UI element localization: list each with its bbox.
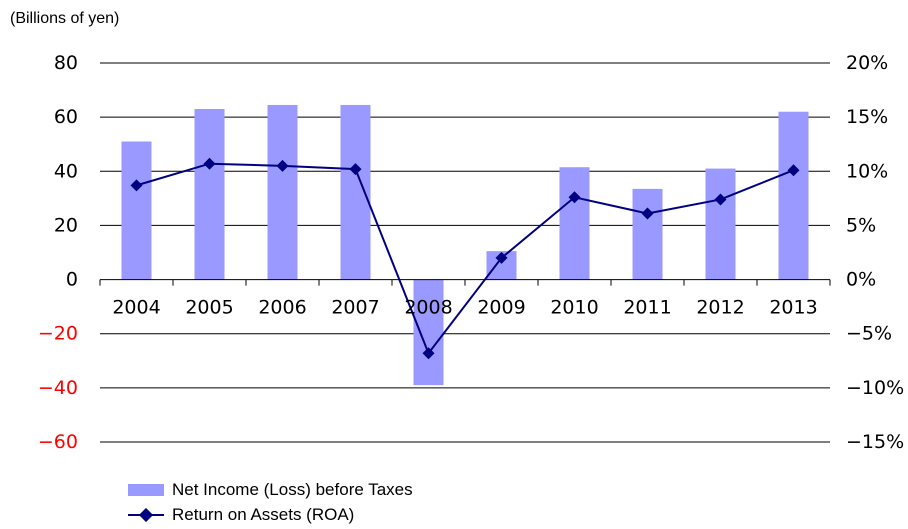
- y-axis-unit-label: (Billions of yen): [10, 10, 120, 27]
- roa-point-2008: [422, 347, 435, 360]
- bar-2008: [413, 279, 444, 386]
- roa-point-2005: [203, 157, 216, 170]
- legend-item-net-income: Net Income (Loss) before Taxes: [128, 480, 413, 500]
- y-right-tick-label: −10%: [846, 377, 904, 399]
- bar-2006: [267, 104, 298, 280]
- x-tick-label: 2012: [696, 297, 744, 319]
- roa-point-2009: [495, 251, 508, 264]
- legend-item-roa: Return on Assets (ROA): [128, 505, 354, 525]
- y-left-tick-label: 20: [54, 214, 78, 236]
- x-tick-label: 2004: [112, 297, 160, 319]
- roa-point-2013: [787, 164, 800, 177]
- roa-point-2006: [276, 159, 289, 172]
- tick-labels: 2004 2005 2006 2007 2008 2009 2010 2011 2012 2013…: [38, 52, 904, 453]
- y-left-tick-label: 80: [54, 52, 78, 74]
- x-tick-label: 2009: [477, 297, 525, 319]
- y-left-tick-label: −60: [38, 431, 78, 453]
- bar-2007: [340, 104, 371, 280]
- line-series: [130, 157, 800, 360]
- y-left-tick-label: 0: [66, 269, 78, 291]
- y-left-tick-label: −40: [38, 377, 78, 399]
- y-right-tick-label: −5%: [846, 323, 892, 345]
- legend-label-roa: Return on Assets (ROA): [172, 505, 355, 524]
- y-right-tick-label: 5%: [846, 214, 876, 236]
- y-right-tick-label: 20%: [846, 52, 888, 74]
- axes: [99, 279, 831, 286]
- bar-2013: [778, 111, 809, 280]
- x-tick-label: 2010: [550, 297, 598, 319]
- y-right-tick-label: 10%: [846, 160, 888, 182]
- x-tick-label: 2013: [769, 297, 817, 319]
- bar-series: [121, 104, 809, 386]
- roa-point-2007: [349, 163, 362, 176]
- bar-2004: [121, 141, 152, 280]
- bar-2012: [705, 168, 736, 280]
- x-tick-label: 2007: [331, 297, 379, 319]
- roa-point-2004: [130, 179, 143, 192]
- x-tick-label: 2006: [258, 297, 306, 319]
- y-left-tick-label: 60: [54, 106, 78, 128]
- bar-2010: [559, 167, 590, 280]
- roa-point-2011: [641, 207, 654, 220]
- x-tick-label: 2008: [404, 297, 452, 319]
- y-right-tick-label: −15%: [846, 431, 904, 453]
- bar-2005: [194, 109, 225, 280]
- y-right-tick-label: 0%: [846, 269, 876, 291]
- y-left-tick-label: −20: [38, 323, 78, 345]
- bar-2011: [632, 188, 663, 280]
- roa-line: [136, 162, 794, 356]
- roa-point-2012: [714, 193, 727, 206]
- roa-point-2010: [568, 191, 581, 204]
- x-tick-label: 2005: [185, 297, 233, 319]
- legend-line-swatch: [128, 508, 164, 522]
- legend-bar-swatch: [128, 484, 164, 496]
- y-left-tick-label: 40: [54, 160, 78, 182]
- x-tick-label: 2011: [623, 297, 671, 319]
- y-right-tick-label: 15%: [846, 106, 888, 128]
- legend-label-net-income: Net Income (Loss) before Taxes: [172, 480, 413, 499]
